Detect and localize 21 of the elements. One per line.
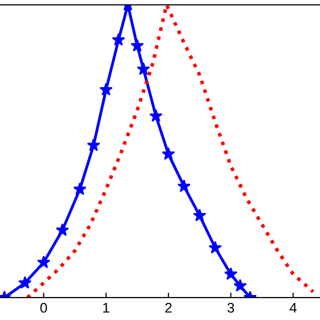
x-tick-label: 4: [290, 302, 297, 313]
point: [73, 182, 86, 196]
point: [177, 179, 191, 192]
point: [56, 223, 70, 236]
point: [112, 32, 126, 46]
point: [224, 267, 238, 280]
point: [99, 82, 113, 96]
point: [37, 256, 50, 268]
point: [86, 138, 100, 152]
point: [234, 278, 247, 292]
x-tick-label: 2: [165, 302, 172, 313]
point: [192, 208, 206, 222]
point: [162, 147, 176, 160]
point: [18, 276, 32, 289]
x-tick-label: 3: [227, 302, 234, 313]
x-tick-label: 1: [103, 302, 110, 313]
point: [136, 62, 150, 75]
point: [208, 240, 222, 254]
point: [149, 109, 163, 122]
point: [130, 38, 144, 52]
x-tick-label: 0: [40, 302, 47, 313]
